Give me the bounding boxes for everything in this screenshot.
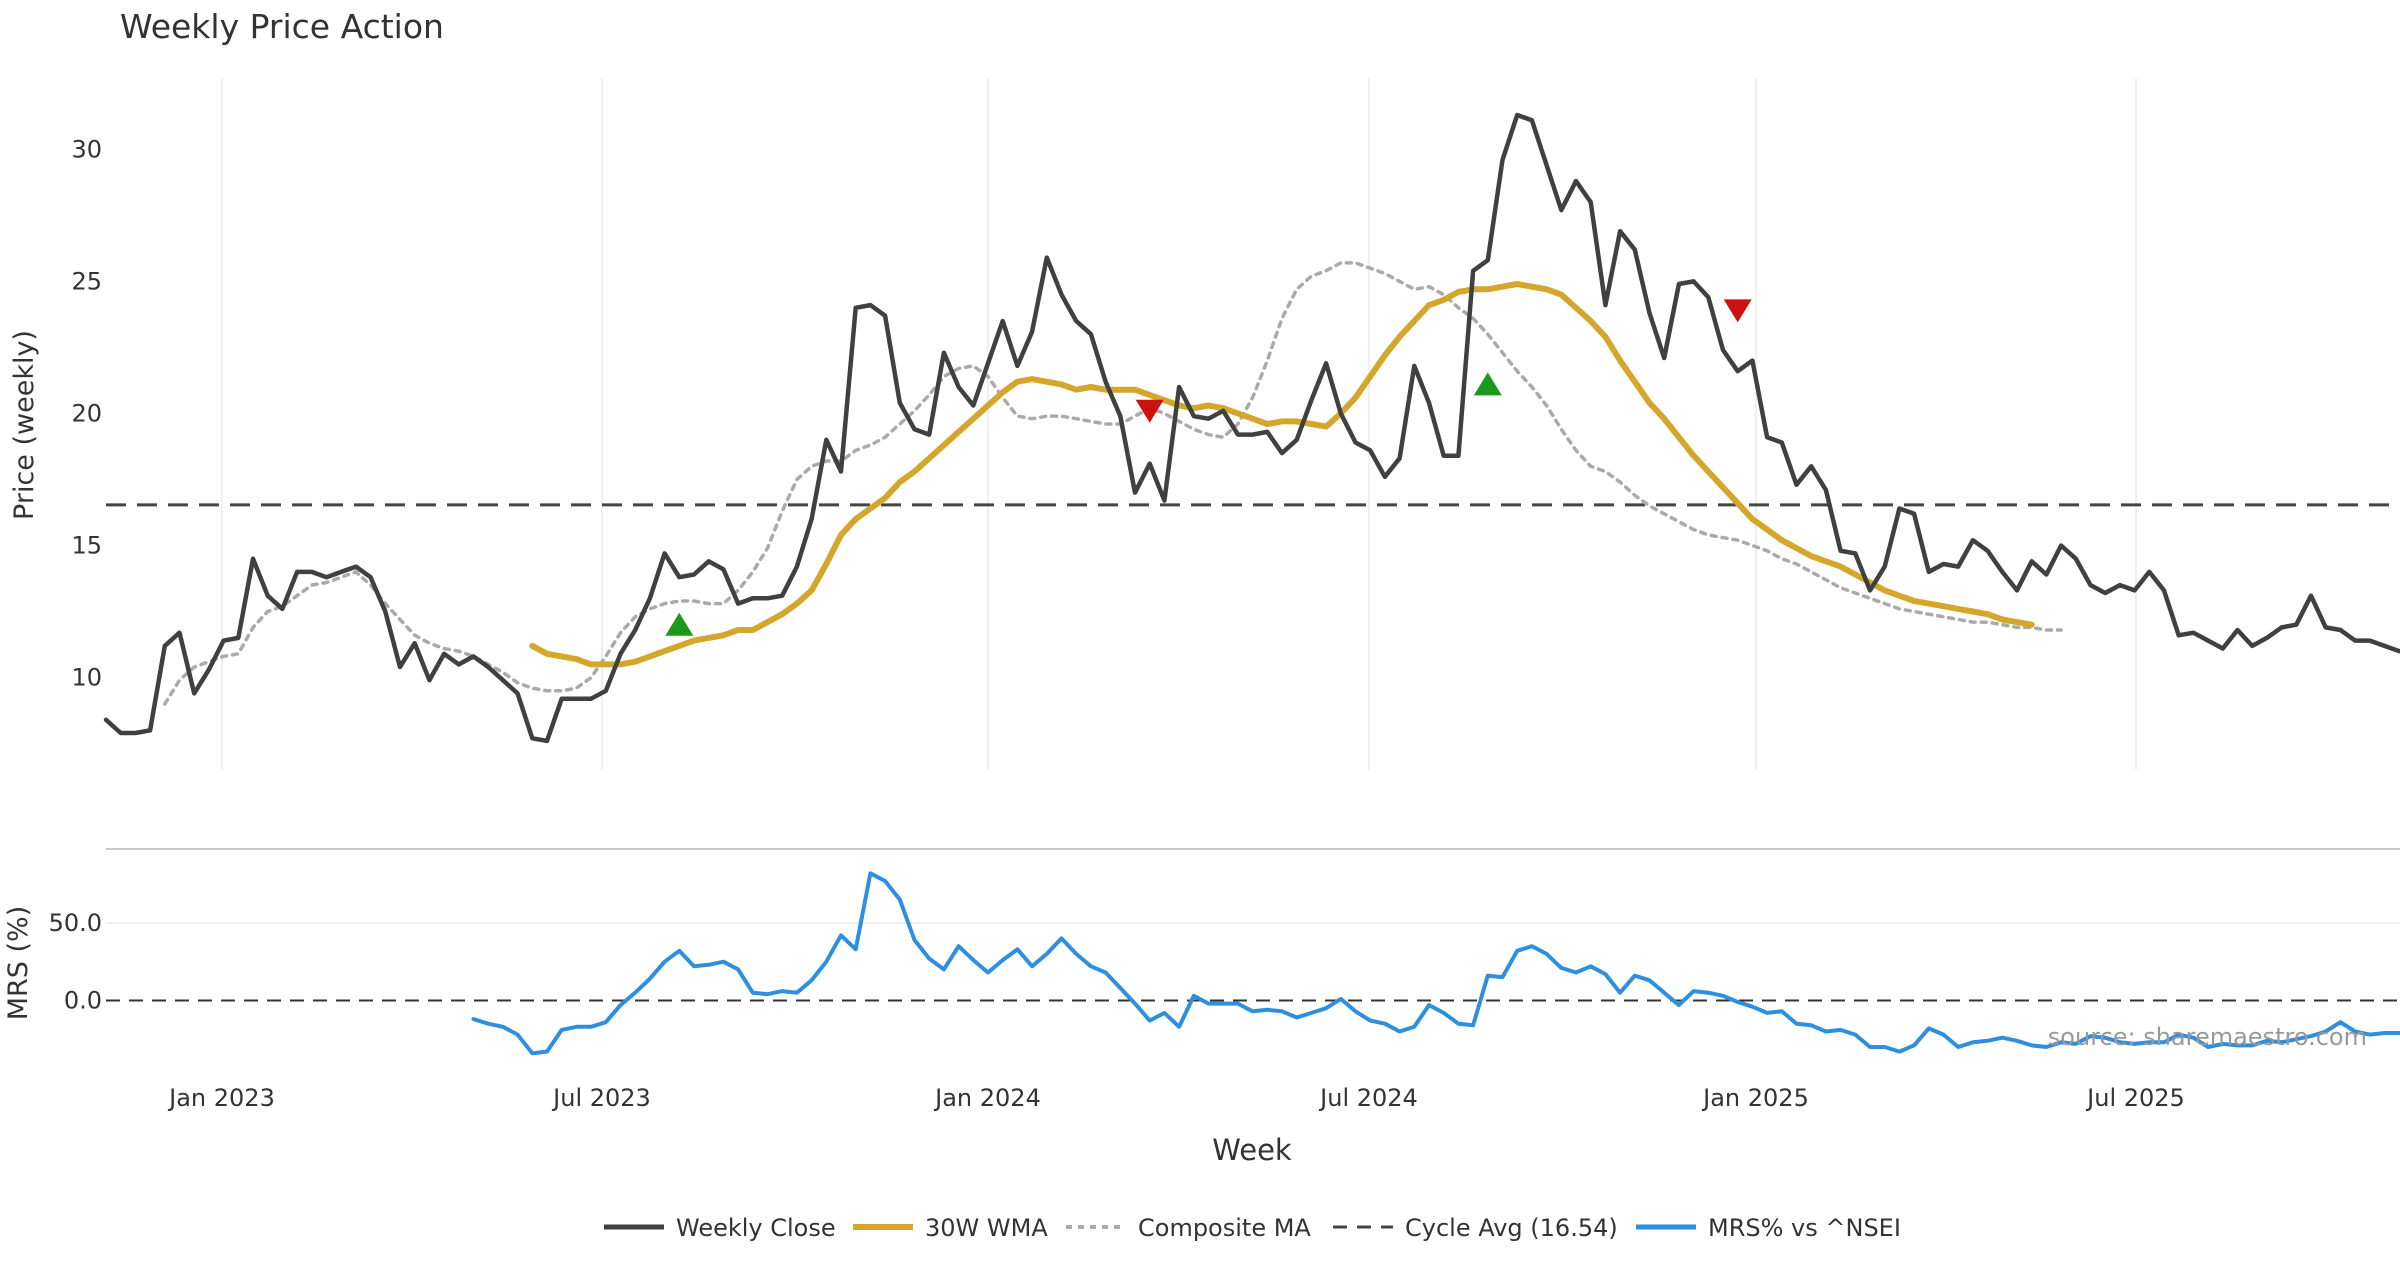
x-tick-label: Jan 2025 — [1701, 1084, 1809, 1112]
composite-ma-line — [165, 263, 2061, 704]
mrs-y-tick-label: 0.0 — [64, 986, 102, 1014]
legend-label: 30W WMA — [925, 1214, 1048, 1242]
x-tick-label: Jul 2024 — [1318, 1084, 1418, 1112]
series-layer — [106, 115, 2400, 1053]
x-tick-label: Jan 2023 — [167, 1084, 275, 1112]
x-axis-label: Week — [1212, 1133, 1292, 1167]
price-y-tick-label: 20 — [71, 399, 102, 427]
buy-signal-marker — [665, 613, 693, 636]
chart-title: Weekly Price Action — [120, 7, 444, 46]
price-axis-label: Price (weekly) — [9, 330, 40, 520]
sell-signal-marker — [1724, 299, 1752, 322]
mrs-axis-label: MRS (%) — [3, 906, 34, 1021]
price-y-tick-label: 10 — [71, 664, 102, 692]
grid-layer: Jan 2023 Jul 2023 Jan 2024 Jul 2024 Jan 2025… — [49, 78, 2400, 1112]
x-tick-label: Jan 2024 — [933, 1084, 1041, 1112]
legend-label: MRS% vs ^NSEI — [1708, 1214, 1901, 1242]
buy-signal-marker — [1474, 372, 1502, 395]
source-note: source: sharemaestro.com — [2048, 1023, 2367, 1051]
price-y-tick-label: 30 — [71, 135, 102, 163]
weekly-close-line — [106, 115, 2399, 741]
price-y-tick-label: 25 — [71, 267, 102, 295]
x-tick-label: Jul 2025 — [2085, 1084, 2185, 1112]
price-y-tick-label: 15 — [71, 531, 102, 559]
legend-label: Composite MA — [1138, 1214, 1311, 1242]
legend-label: Weekly Close — [676, 1214, 836, 1242]
legend-label: Cycle Avg (16.54) — [1405, 1214, 1618, 1242]
mrs-y-tick-label: 50.0 — [49, 909, 102, 937]
x-tick-label: Jul 2023 — [551, 1084, 651, 1112]
legend: Weekly Close 30W WMA Composite MA Cycle Avg… — [604, 1214, 1901, 1242]
